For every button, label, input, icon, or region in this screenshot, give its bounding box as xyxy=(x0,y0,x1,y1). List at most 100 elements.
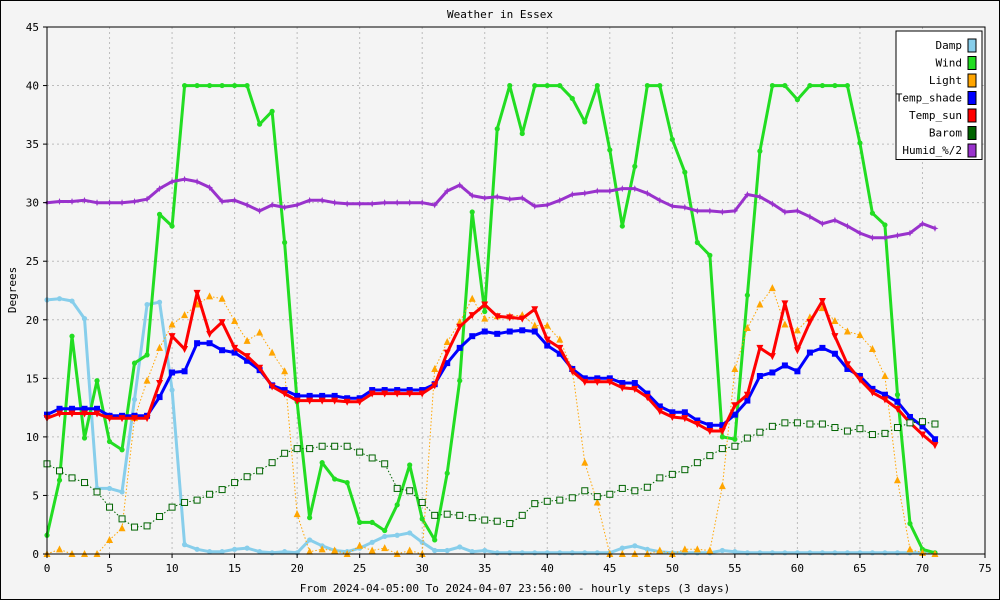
series-barom-point xyxy=(743,434,751,442)
legend-label: Temp_sun xyxy=(909,109,962,122)
x-tick-label: 25 xyxy=(353,562,366,575)
series-humid-2-point xyxy=(343,200,351,208)
axis-ticks: 0 5 10 15 20 25 30 35 40 45 50 55 60 65 70 75 0 5 10 15 20 25… xyxy=(26,21,992,575)
series-barom-point xyxy=(731,442,739,450)
series-damp-point xyxy=(507,550,513,556)
series-wind-point xyxy=(219,82,225,89)
series-humid-2-point xyxy=(306,196,314,204)
legend-item-temp-sun: Temp_sun xyxy=(909,108,977,123)
series-light-point xyxy=(118,524,126,532)
series-damp-point xyxy=(181,542,188,548)
series-humid-2-point xyxy=(406,199,414,207)
series-wind-point xyxy=(744,292,750,298)
series-light-point xyxy=(831,316,839,324)
series-humid-2-point xyxy=(318,196,326,204)
series-temp-shade-point xyxy=(356,395,363,402)
series-temp-sun-point xyxy=(381,390,389,398)
series-humid-2-point xyxy=(818,220,826,228)
series-damp-point xyxy=(156,299,163,305)
series-light-point xyxy=(706,546,714,554)
series-light-point xyxy=(881,371,889,379)
series-damp-point xyxy=(894,550,901,556)
series-barom-point xyxy=(56,467,64,475)
series-wind-point xyxy=(657,82,663,89)
series-wind-point xyxy=(669,136,675,143)
series-barom-point xyxy=(468,514,476,522)
series-temp-sun-point xyxy=(443,349,451,357)
legend-swatch xyxy=(967,108,977,123)
series-damp-point xyxy=(632,543,638,549)
series-wind-point xyxy=(56,477,63,483)
series-damp-point xyxy=(882,550,888,556)
legend: Damp Wind Light Temp_shade Temp_sun Barom Humi… xyxy=(895,30,983,160)
series-damp-point xyxy=(719,547,725,554)
series-barom-point xyxy=(643,483,651,491)
x-tick-label: 5 xyxy=(106,562,113,575)
series-wind-point xyxy=(394,502,400,508)
series-damp-point xyxy=(757,550,763,556)
series-damp-point xyxy=(444,547,450,554)
series-wind-point xyxy=(707,252,713,258)
series-temp-sun-point xyxy=(656,408,664,416)
series-humid-2-point xyxy=(681,203,689,211)
series-humid-2-point xyxy=(643,189,651,197)
series-temp-shade-point xyxy=(419,387,426,394)
series-barom-point xyxy=(593,493,601,501)
series-temp-sun-point xyxy=(306,397,314,405)
series-light-point xyxy=(181,311,189,319)
series-damp-point xyxy=(119,489,125,495)
series-wind-point xyxy=(694,239,700,246)
series-temp-sun-point xyxy=(731,402,739,410)
series-humid-2-point xyxy=(456,181,464,189)
series-temp-sun-point xyxy=(643,394,651,402)
series-wind-point xyxy=(432,537,438,543)
series-humid-2-point xyxy=(68,197,76,205)
series-humid-2-point xyxy=(93,199,101,207)
series-temp-sun-point xyxy=(781,300,789,308)
series-damp-point xyxy=(219,549,225,555)
series-barom-point xyxy=(118,515,126,523)
series-wind-point xyxy=(257,121,263,127)
series-damp-point xyxy=(569,550,575,556)
series-light-point xyxy=(243,336,251,344)
series-temp-sun-point xyxy=(843,361,851,369)
series-humid-2-point xyxy=(556,196,564,204)
legend-swatch xyxy=(967,73,977,88)
series-light-point xyxy=(281,367,289,375)
series-light xyxy=(43,284,939,557)
series-damp-point xyxy=(457,544,463,550)
series-damp-point xyxy=(407,530,413,536)
series-damp-point xyxy=(469,549,475,555)
series-temp-shade-point xyxy=(456,344,463,351)
series-damp-point xyxy=(482,547,488,554)
series-wind-point xyxy=(357,519,363,525)
series-temp-shade-point xyxy=(56,405,63,412)
series-wind-point xyxy=(894,392,901,398)
series-damp-point xyxy=(131,396,138,403)
series-light-point xyxy=(743,323,751,331)
series-light-point xyxy=(168,320,176,328)
series-damp-point xyxy=(619,545,625,551)
series-humid-2-point xyxy=(618,185,626,193)
series-temp-sun-point xyxy=(56,410,64,418)
series-light-point xyxy=(581,458,589,466)
series-wind-point xyxy=(557,82,563,89)
series-wind-point xyxy=(81,435,88,441)
series-light-point xyxy=(893,476,901,484)
series-barom-point xyxy=(143,522,151,530)
series-temp-sun-point xyxy=(131,415,139,423)
series-barom-point xyxy=(231,479,239,487)
series-temp-shade-point xyxy=(931,436,938,443)
series-barom-point xyxy=(581,487,589,495)
series-wind-point xyxy=(607,147,613,153)
legend-swatch xyxy=(967,56,977,70)
series-wind-point xyxy=(832,82,838,89)
series-damp-point xyxy=(557,550,563,556)
series-light-line xyxy=(46,287,936,555)
series-wind-point xyxy=(156,211,163,217)
series-temp-sun-point xyxy=(156,380,164,388)
series-temp-sun-point xyxy=(531,306,539,314)
y-tick-label: 45 xyxy=(26,21,39,34)
series-light-point xyxy=(381,544,389,552)
series-wind-point xyxy=(332,476,338,482)
